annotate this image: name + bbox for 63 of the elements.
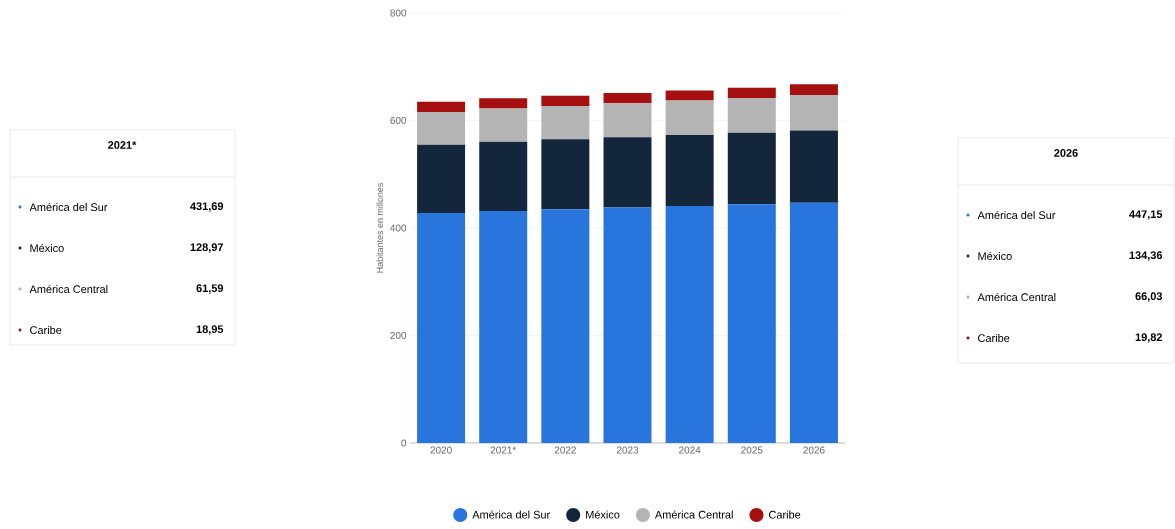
bar xyxy=(603,137,652,208)
bar xyxy=(665,205,714,443)
y-tick-label: 600 xyxy=(390,116,407,125)
x-tick-label: 2024 xyxy=(679,446,701,454)
bar xyxy=(727,132,776,205)
text: Caribe xyxy=(769,510,801,519)
text: América Central xyxy=(29,284,108,294)
bar xyxy=(727,87,776,98)
text: México xyxy=(586,510,620,519)
bar xyxy=(789,84,838,95)
legend-label: América del Sur xyxy=(472,510,550,519)
bar xyxy=(479,108,528,142)
x-tick-label: 2025 xyxy=(741,446,763,454)
bar xyxy=(541,95,590,106)
text: 19,82 xyxy=(1135,333,1163,343)
y-tick-label: 400 xyxy=(390,224,407,232)
x-tick-label: 2023 xyxy=(616,446,639,454)
text: México xyxy=(30,243,64,253)
x-tick-label: 2021* xyxy=(490,446,517,454)
x-tick-label: 2022 xyxy=(554,446,576,454)
bar xyxy=(603,103,652,138)
text: 128,97 xyxy=(190,243,223,253)
y-axis-title: Habitantes en millones xyxy=(376,182,384,273)
bar xyxy=(665,100,714,135)
text: América del Sur xyxy=(29,202,108,212)
text: 134,36 xyxy=(1129,251,1163,261)
legend-label: México xyxy=(978,251,1012,261)
bar xyxy=(417,101,466,112)
text: 447,15 xyxy=(1129,210,1163,220)
text: América Central xyxy=(654,510,733,519)
bar xyxy=(541,139,590,210)
text: 61,59 xyxy=(196,284,224,294)
bar xyxy=(541,209,590,443)
legend-label: América Central xyxy=(977,292,1056,302)
bar xyxy=(417,111,466,145)
bar xyxy=(479,98,528,109)
bar xyxy=(541,105,590,140)
bar xyxy=(665,135,714,206)
legend-label: Caribe xyxy=(978,333,1010,343)
bar xyxy=(417,212,466,443)
bar xyxy=(479,141,528,211)
bar xyxy=(789,130,838,203)
bar xyxy=(603,93,652,104)
bar xyxy=(789,202,838,443)
text: América del Sur xyxy=(977,210,1056,220)
text: 2021* xyxy=(108,141,137,149)
text: 18,95 xyxy=(196,325,224,335)
x-tick-label: 2026 xyxy=(803,446,825,454)
y-tick-label: 800 xyxy=(390,9,407,17)
bar xyxy=(727,97,776,133)
bar xyxy=(727,204,776,443)
text: Caribe xyxy=(30,325,62,335)
y-tick-label: 0 xyxy=(401,439,407,447)
bar xyxy=(603,207,652,443)
bar xyxy=(417,144,466,213)
bar xyxy=(665,90,714,101)
text: 431,69 xyxy=(190,202,224,212)
y-tick-label: 200 xyxy=(390,331,407,340)
text: 2026 xyxy=(1054,149,1078,157)
bar xyxy=(789,94,838,131)
x-tick-label: 2020 xyxy=(430,446,452,454)
text: 66,03 xyxy=(1135,292,1163,302)
bar xyxy=(479,210,528,443)
